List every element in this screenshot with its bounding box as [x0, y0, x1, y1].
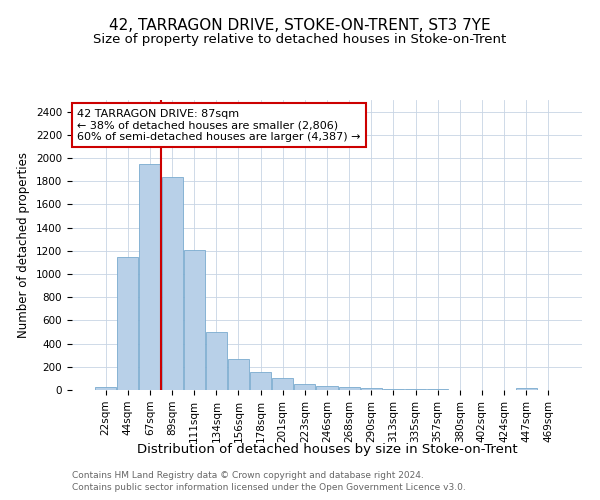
Y-axis label: Number of detached properties: Number of detached properties	[17, 152, 31, 338]
Bar	[228, 358, 249, 390]
Bar	[515, 388, 536, 390]
Bar	[95, 387, 116, 390]
Bar	[118, 256, 139, 390]
Bar	[250, 372, 271, 390]
Bar	[405, 389, 426, 390]
Text: Size of property relative to detached houses in Stoke-on-Trent: Size of property relative to detached ho…	[94, 32, 506, 46]
Bar	[338, 387, 359, 390]
Bar	[383, 389, 404, 390]
Text: Contains public sector information licensed under the Open Government Licence v3: Contains public sector information licen…	[72, 483, 466, 492]
Bar	[361, 388, 382, 390]
Bar	[272, 378, 293, 390]
Text: Contains HM Land Registry data © Crown copyright and database right 2024.: Contains HM Land Registry data © Crown c…	[72, 470, 424, 480]
Bar	[184, 250, 205, 390]
Text: 42, TARRAGON DRIVE, STOKE-ON-TRENT, ST3 7YE: 42, TARRAGON DRIVE, STOKE-ON-TRENT, ST3 …	[109, 18, 491, 32]
Text: 42 TARRAGON DRIVE: 87sqm
← 38% of detached houses are smaller (2,806)
60% of sem: 42 TARRAGON DRIVE: 87sqm ← 38% of detach…	[77, 108, 361, 142]
Bar	[295, 384, 316, 390]
Bar	[139, 164, 160, 390]
Text: Distribution of detached houses by size in Stoke-on-Trent: Distribution of detached houses by size …	[137, 442, 517, 456]
Bar	[316, 386, 338, 390]
Bar	[206, 332, 227, 390]
Bar	[161, 176, 182, 390]
